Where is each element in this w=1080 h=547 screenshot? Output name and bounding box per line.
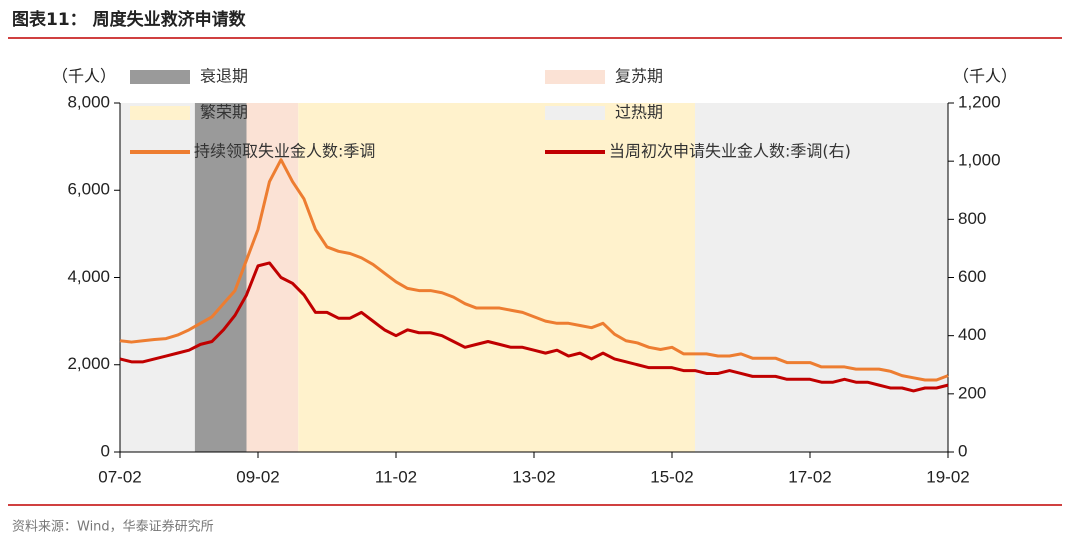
legend-label: 复苏期 bbox=[615, 67, 663, 86]
y2-tick-label: 1,200 bbox=[958, 92, 1001, 111]
legend-label: 过热期 bbox=[615, 103, 663, 122]
x-tick-label: 07-02 bbox=[98, 467, 141, 486]
x-tick-label: 13-02 bbox=[512, 467, 555, 486]
phase-band bbox=[695, 103, 948, 452]
legend-swatch bbox=[545, 70, 605, 84]
legend-swatch bbox=[130, 70, 190, 84]
phase-band bbox=[246, 103, 299, 452]
chart-title: 图表11： 周度失业救济申请数 bbox=[12, 9, 247, 30]
y-tick-label: 8,000 bbox=[67, 92, 110, 111]
y2-tick-label: 200 bbox=[958, 383, 986, 402]
y2-tick-label: 0 bbox=[958, 441, 967, 460]
y2-tick-label: 600 bbox=[958, 267, 986, 286]
source: 资料来源：Wind，华泰证券研究所 bbox=[12, 519, 214, 535]
y-tick-label: 4,000 bbox=[67, 267, 110, 286]
y2-axis-label: （千人） bbox=[953, 67, 1017, 86]
y-tick-label: 6,000 bbox=[67, 180, 110, 199]
y-tick-label: 2,000 bbox=[67, 354, 110, 373]
phase-band bbox=[120, 103, 195, 452]
y2-tick-label: 800 bbox=[958, 209, 986, 228]
series-line bbox=[119, 261, 949, 393]
phase-band bbox=[194, 103, 247, 452]
x-tick-label: 11-02 bbox=[375, 467, 417, 486]
legend-label: 繁荣期 bbox=[200, 103, 248, 122]
y2-tick-label: 1,000 bbox=[958, 151, 1001, 170]
legend-swatch bbox=[130, 106, 190, 120]
legend-label: 衰退期 bbox=[200, 67, 248, 86]
legend-label: 持续领取失业金人数:季调 bbox=[194, 142, 375, 161]
y-tick-label: 0 bbox=[101, 441, 110, 460]
x-tick-label: 19-02 bbox=[926, 467, 969, 486]
x-tick-label: 17-02 bbox=[788, 467, 831, 486]
series-line bbox=[119, 158, 949, 382]
phase-band bbox=[298, 103, 695, 452]
y-axis-label: （千人） bbox=[52, 67, 116, 86]
legend-swatch bbox=[545, 106, 605, 120]
legend-label: 当周初次申请失业金人数:季调(右) bbox=[609, 142, 851, 161]
x-tick-label: 15-02 bbox=[650, 467, 693, 486]
y2-tick-label: 400 bbox=[958, 325, 986, 344]
x-tick-label: 09-02 bbox=[236, 467, 279, 486]
